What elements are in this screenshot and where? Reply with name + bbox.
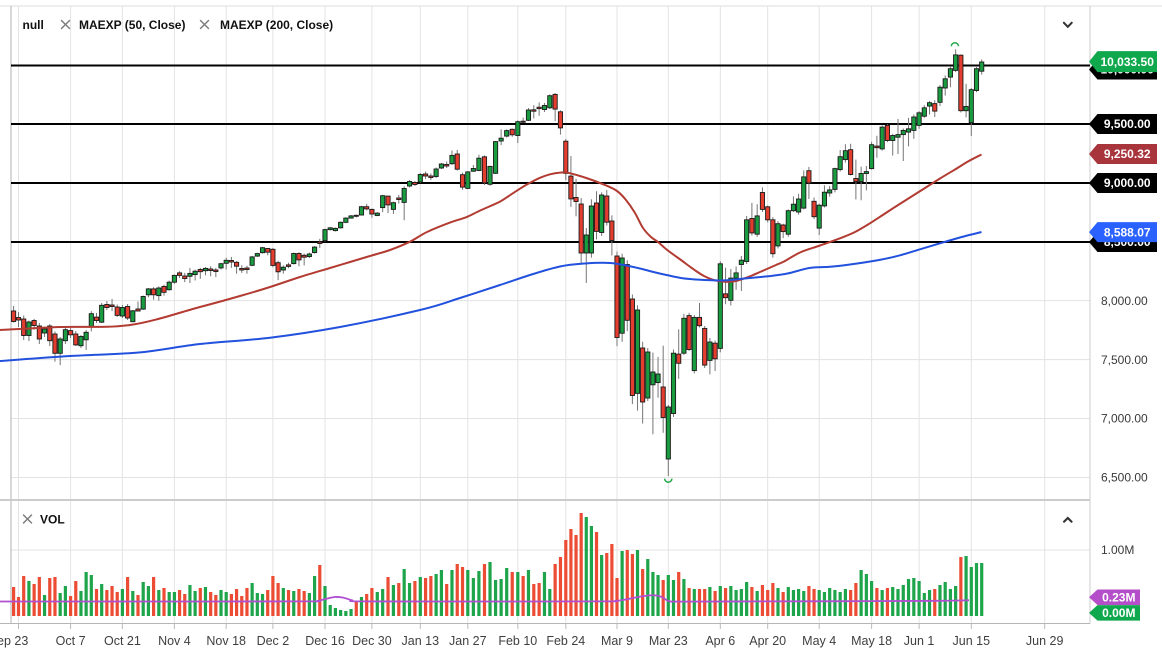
svg-text:Dec 2: Dec 2: [257, 634, 290, 648]
svg-text:0.23M: 0.23M: [1102, 591, 1135, 605]
svg-text:Jan 27: Jan 27: [449, 634, 487, 648]
svg-text:0.00M: 0.00M: [1102, 606, 1135, 620]
svg-text:Dec 16: Dec 16: [305, 634, 345, 648]
svg-text:Mar 23: Mar 23: [649, 634, 688, 648]
svg-text:1.00M: 1.00M: [1101, 543, 1134, 557]
svg-text:VOL: VOL: [40, 513, 65, 527]
svg-text:Jun 15: Jun 15: [953, 634, 991, 648]
svg-text:9,500.00: 9,500.00: [1104, 117, 1151, 131]
svg-text:MAEXP (200, Close): MAEXP (200, Close): [220, 18, 333, 32]
svg-text:Jun 29: Jun 29: [1026, 634, 1064, 648]
svg-text:Feb 24: Feb 24: [546, 634, 585, 648]
svg-text:9,000.00: 9,000.00: [1104, 176, 1151, 190]
svg-text:Jan 13: Jan 13: [402, 634, 440, 648]
svg-text:7,500.00: 7,500.00: [1101, 353, 1148, 367]
svg-text:Jun 1: Jun 1: [904, 634, 935, 648]
svg-text:Nov 4: Nov 4: [158, 634, 191, 648]
svg-text:Nov 18: Nov 18: [206, 634, 246, 648]
svg-text:9,250.32: 9,250.32: [1104, 147, 1151, 161]
svg-text:Apr 6: Apr 6: [705, 634, 735, 648]
svg-text:Dec 30: Dec 30: [352, 634, 392, 648]
svg-text:MAEXP (50, Close): MAEXP (50, Close): [79, 18, 185, 32]
svg-text:null: null: [23, 18, 44, 32]
svg-text:May 18: May 18: [851, 634, 892, 648]
svg-text:Mar 9: Mar 9: [601, 634, 633, 648]
svg-text:Feb 10: Feb 10: [498, 634, 537, 648]
svg-text:Oct 21: Oct 21: [104, 634, 141, 648]
svg-text:Apr 20: Apr 20: [749, 634, 786, 648]
svg-text:Oct 7: Oct 7: [56, 634, 86, 648]
svg-text:8,588.07: 8,588.07: [1104, 225, 1151, 239]
svg-text:May 4: May 4: [802, 634, 836, 648]
svg-text:7,000.00: 7,000.00: [1101, 412, 1148, 426]
svg-text:10,033.50: 10,033.50: [1101, 55, 1155, 69]
svg-text:Sep 23: Sep 23: [0, 634, 28, 648]
svg-text:6,500.00: 6,500.00: [1101, 471, 1148, 485]
svg-text:8,000.00: 8,000.00: [1101, 294, 1148, 308]
